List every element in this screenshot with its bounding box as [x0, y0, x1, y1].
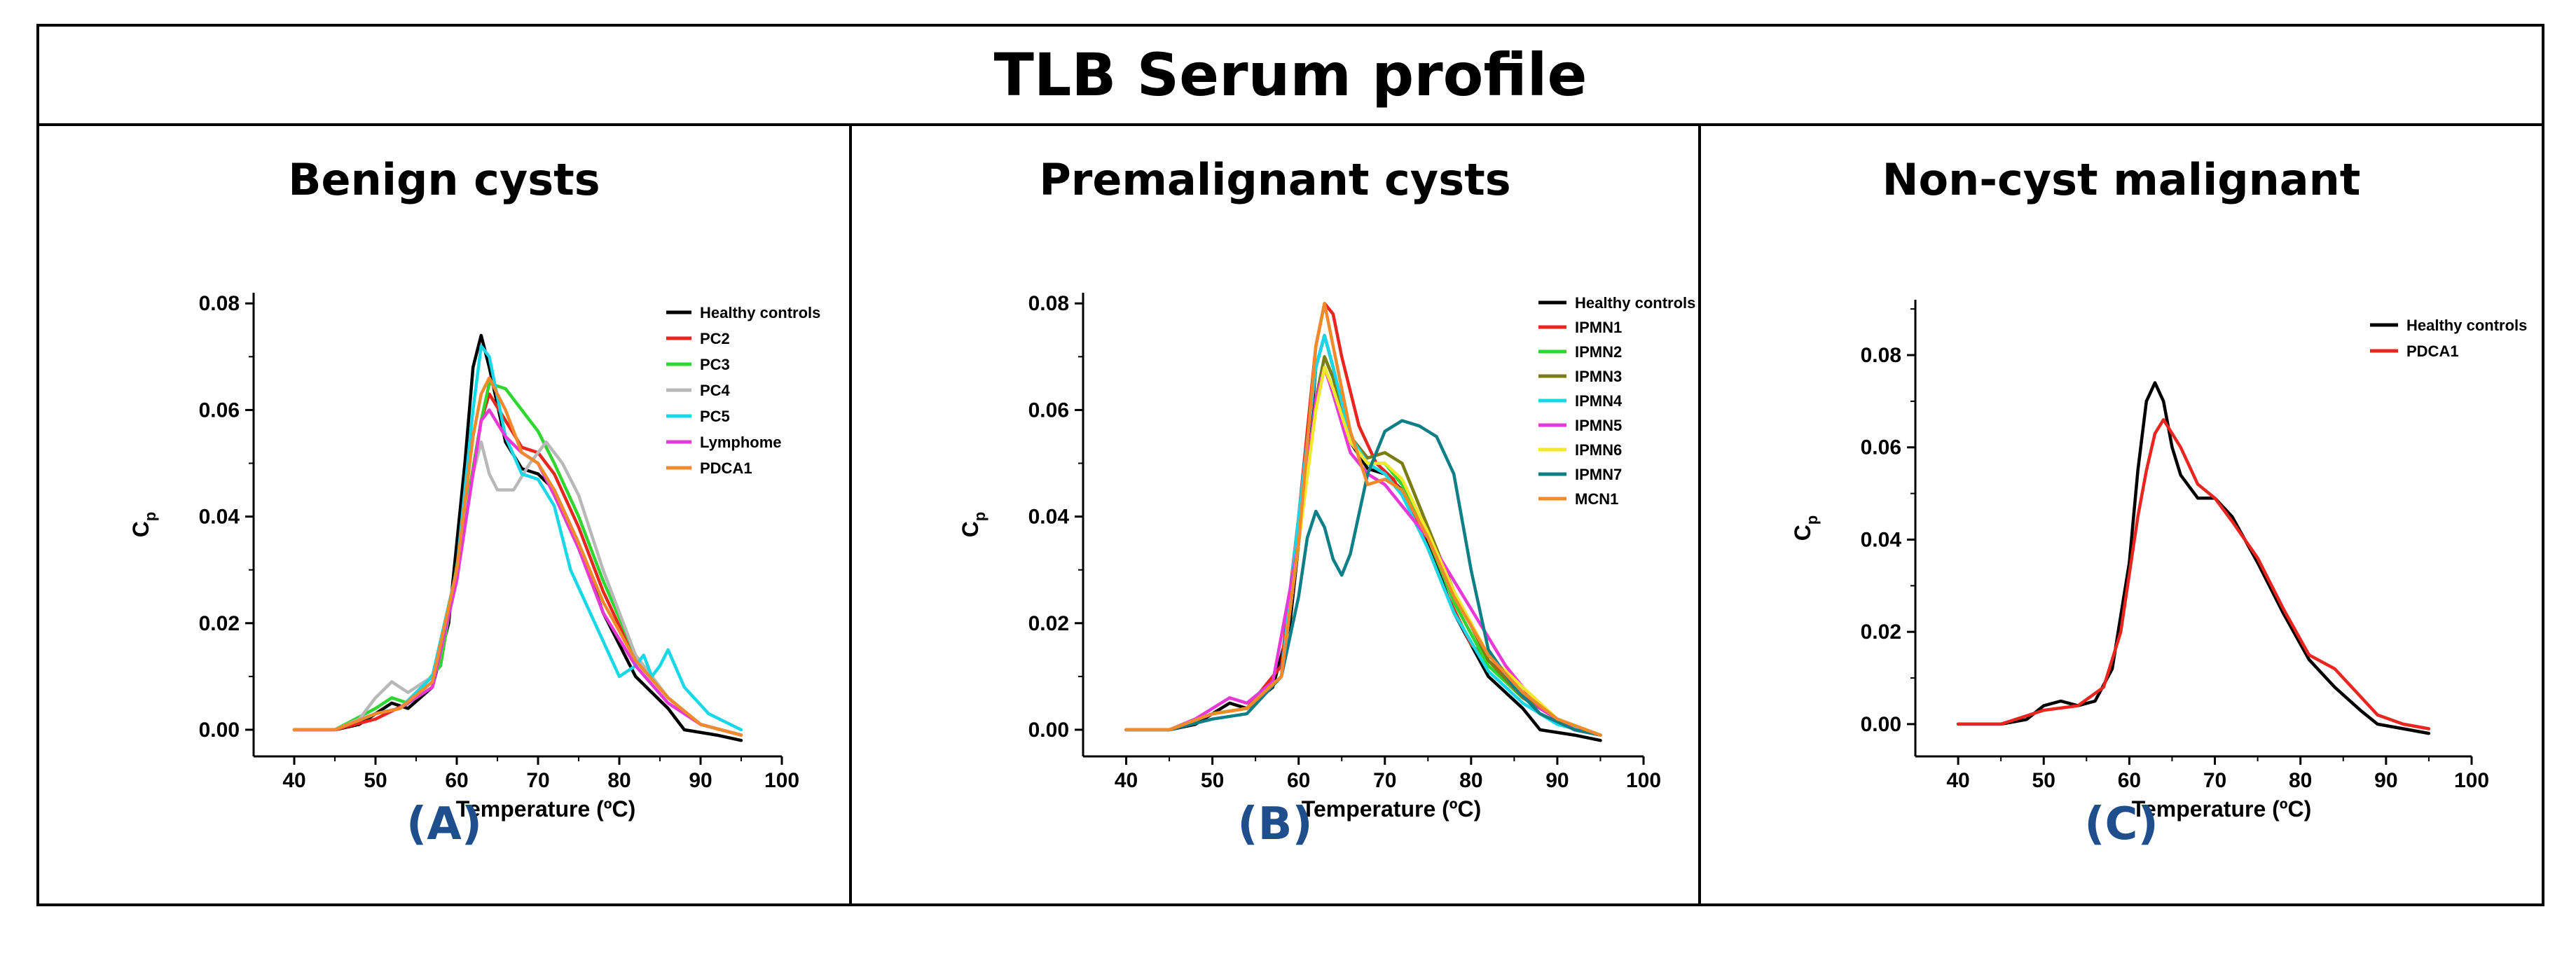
chart-benign: 40 50 60 70 80 90 100 0.00 0.02 0.04 0.06 0.08 Tempe… — [128, 292, 820, 822]
legend-label: IPMN3 — [1575, 368, 1622, 385]
panel-benign: Benign cysts 40 50 60 70 80 90 100 0.00 0.02 0.04… — [39, 126, 852, 906]
series-line-5 — [292, 408, 743, 737]
series-line-6 — [1124, 366, 1602, 737]
legend-label: IPMN2 — [1575, 343, 1622, 361]
y-tick-label: 0.04 — [199, 506, 240, 529]
y-tick-label: 0.08 — [199, 292, 240, 315]
y-axis-label-subscript: p — [1803, 515, 1821, 525]
x-tick-label: 60 — [1287, 769, 1310, 792]
x-tick-label: 90 — [689, 769, 712, 792]
series-line-1 — [1124, 301, 1602, 737]
legend-label: PDCA1 — [2406, 342, 2459, 360]
y-axis-label: Cp — [128, 512, 159, 538]
chart-noncyst: 40 50 60 70 80 90 100 0.00 0.02 0.04 0.06 0.08 Tempe… — [1790, 300, 2527, 822]
series-line-3 — [1124, 355, 1602, 737]
x-tick-label: 40 — [1115, 769, 1138, 792]
y-tick-label: 0.02 — [199, 612, 240, 635]
legend-label: IPMN1 — [1575, 319, 1622, 336]
x-tick-label: 100 — [764, 769, 799, 792]
y-tick-label: 0.06 — [199, 399, 240, 422]
legend-label: PDCA1 — [700, 459, 752, 477]
x-tick-label: 40 — [1946, 769, 1969, 792]
y-tick-label: 0.00 — [1028, 719, 1069, 742]
x-tick-label: 50 — [364, 769, 387, 792]
x-tick-label: 100 — [1626, 769, 1661, 792]
x-axis-label: Temperature (ºC) — [2132, 796, 2311, 822]
series-line-2 — [292, 382, 743, 737]
panel-letter: (A) — [406, 798, 483, 850]
legend-label: IPMN6 — [1575, 441, 1622, 459]
y-tick-label: 0.06 — [1861, 436, 1901, 459]
y-axis-label-subscript: p — [142, 512, 159, 521]
series-line-0 — [1956, 381, 2431, 735]
legend-label: IPMN5 — [1575, 417, 1622, 434]
legend-label: Healthy controls — [700, 304, 820, 321]
series-line-5 — [1124, 366, 1602, 737]
x-tick-label: 70 — [2203, 769, 2226, 792]
panel-title: Benign cysts — [288, 154, 600, 205]
x-tick-label: 60 — [445, 769, 468, 792]
series-line-8 — [1124, 301, 1602, 737]
panel-letter: (B) — [1237, 798, 1313, 850]
panel-title: Premalignant cysts — [1039, 154, 1511, 205]
y-tick-label: 0.02 — [1028, 612, 1069, 635]
panel-title: Non-cyst malignant — [1882, 154, 2361, 205]
series-line-3 — [292, 440, 743, 737]
series-line-0 — [1124, 333, 1602, 742]
y-tick-label: 0.00 — [199, 719, 240, 742]
y-tick-label: 0.04 — [1028, 506, 1070, 529]
figure-title: TLB Serum profile — [993, 41, 1587, 109]
x-tick-label: 60 — [2118, 769, 2141, 792]
y-axis-label: Cp — [958, 512, 989, 538]
panel-letter: (C) — [2084, 798, 2158, 850]
panel-noncyst: Non-cyst malignant 40 50 60 70 80 90 100 0.00 0.… — [1701, 126, 2542, 906]
x-tick-label: 90 — [2374, 769, 2397, 792]
y-tick-label: 0.00 — [1861, 713, 1901, 736]
legend-label: IPMN7 — [1575, 466, 1622, 483]
legend-label: PC4 — [700, 382, 731, 399]
x-tick-label: 100 — [2454, 769, 2489, 792]
x-tick-label: 80 — [607, 769, 631, 792]
series-line-1 — [1956, 417, 2431, 730]
x-tick-label: 50 — [1201, 769, 1224, 792]
x-axis-label: Temperature (ºC) — [456, 796, 635, 822]
legend-label: Healthy controls — [1575, 294, 1695, 312]
x-tick-label: 70 — [526, 769, 549, 792]
y-axis-label: Cp — [1790, 515, 1821, 541]
series-line-4 — [1124, 333, 1602, 737]
legend-label: PC3 — [700, 356, 730, 373]
x-tick-label: 70 — [1373, 769, 1396, 792]
y-tick-label: 0.08 — [1028, 292, 1069, 315]
legend-label: MCN1 — [1575, 490, 1618, 508]
panel-premalignant: Premalignant cysts 40 50 60 70 80 90 100 0.00 0.… — [852, 126, 1701, 906]
x-tick-label: 80 — [2289, 769, 2312, 792]
title-row: TLB Serum profile — [39, 27, 2542, 126]
legend-label: PC2 — [700, 330, 730, 347]
legend-label: IPMN4 — [1575, 392, 1623, 410]
y-tick-label: 0.08 — [1861, 344, 1901, 367]
x-axis-label: Temperature (ºC) — [1302, 796, 1481, 822]
x-tick-label: 40 — [282, 769, 305, 792]
series-line-0 — [292, 333, 743, 742]
x-tick-label: 80 — [1459, 769, 1482, 792]
y-tick-label: 0.06 — [1028, 399, 1069, 422]
series-line-2 — [1124, 355, 1602, 737]
x-tick-label: 50 — [2032, 769, 2055, 792]
series-line-6 — [292, 376, 743, 737]
y-axis-label-subscript: p — [971, 512, 989, 521]
series-line-4 — [292, 344, 743, 732]
legend-label: Healthy controls — [2406, 317, 2527, 334]
figure-frame: TLB Serum profile Benign cysts 40 50 60 70 8… — [36, 24, 2544, 906]
x-tick-label: 90 — [1545, 769, 1569, 792]
chart-premalignant: 40 50 60 70 80 90 100 0.00 0.02 0.04 0.06 0.08 Tempe… — [958, 292, 1695, 822]
y-tick-label: 0.02 — [1861, 621, 1901, 644]
y-tick-label: 0.04 — [1861, 528, 1902, 551]
legend-label: PC5 — [700, 408, 730, 425]
legend-label: Lymphome — [700, 434, 782, 451]
